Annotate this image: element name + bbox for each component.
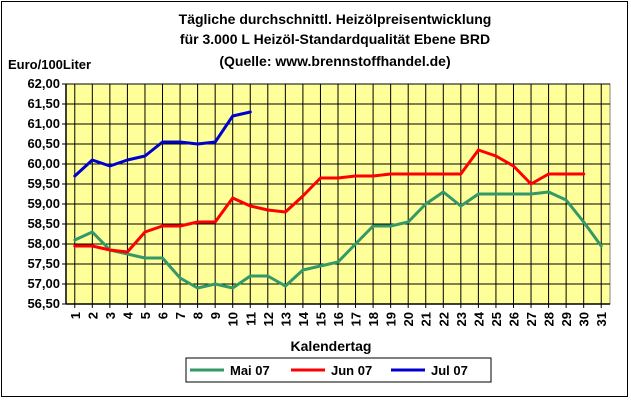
x-tick-label: 5 <box>138 312 153 319</box>
x-tick-label: 27 <box>524 312 539 326</box>
chart-title-line-3: (Quelle: www.brennstoffhandel.de) <box>219 53 450 69</box>
x-tick-label: 31 <box>594 312 609 326</box>
x-tick-label: 28 <box>542 312 557 326</box>
x-tick-label: 24 <box>471 311 486 326</box>
y-tick-label: 61,00 <box>27 116 60 131</box>
series-line-jun-07 <box>73 148 586 254</box>
x-tick-label: 9 <box>208 312 223 319</box>
y-tick-label: 57,00 <box>27 276 60 291</box>
y-tick-label: 61,50 <box>27 96 60 111</box>
x-tick-label: 18 <box>366 312 381 326</box>
y-tick-label: 59,50 <box>27 176 60 191</box>
y-tick-label: 60,50 <box>27 136 60 151</box>
series-line-mai-07 <box>73 190 603 290</box>
y-axis-label: Euro/100Liter <box>8 57 91 72</box>
legend-label-jul: Jul 07 <box>431 363 468 378</box>
x-tick-label: 4 <box>120 311 135 319</box>
series-line-jul-07 <box>73 110 252 178</box>
legend-label-mai: Mai 07 <box>230 363 270 378</box>
x-tick-label: 22 <box>436 312 451 326</box>
y-tick-label: 57,50 <box>27 256 60 271</box>
y-tick-label: 59,00 <box>27 196 60 211</box>
x-tick-label: 12 <box>261 312 276 326</box>
x-tick-label: 11 <box>243 312 258 326</box>
x-axis-label: Kalendertag <box>291 338 372 354</box>
x-tick-label: 13 <box>278 312 293 326</box>
x-tick-label: 20 <box>401 312 416 326</box>
x-tick-label: 30 <box>577 312 592 326</box>
y-tick-label: 56,50 <box>27 296 60 311</box>
x-tick-label: 8 <box>191 312 206 319</box>
x-tick-label: 15 <box>313 312 328 326</box>
chart-title-line-1: Tägliche durchschnittl. Heizölpreisentwi… <box>179 11 492 27</box>
chart-title-line-2: für 3.000 L Heizöl-Standardqualität Eben… <box>180 31 490 47</box>
x-tick-label: 25 <box>489 312 504 326</box>
x-tick-label: 3 <box>103 312 118 319</box>
x-tick-label: 6 <box>156 312 171 319</box>
x-tick-label: 10 <box>226 312 241 326</box>
x-tick-label: 2 <box>85 312 100 319</box>
legend-label-jun: Jun 07 <box>331 363 372 378</box>
x-tick-label: 19 <box>384 312 399 326</box>
y-tick-label: 58,00 <box>27 236 60 251</box>
x-tick-label: 14 <box>296 311 311 326</box>
y-tick-label: 58,50 <box>27 216 60 231</box>
legend-box <box>185 357 492 383</box>
x-tick-label: 17 <box>349 312 364 326</box>
x-tick-label: 21 <box>419 312 434 326</box>
x-tick-label: 29 <box>559 312 574 326</box>
x-tick-label: 23 <box>454 312 469 326</box>
x-tick-label: 26 <box>506 312 521 326</box>
x-tick-label: 16 <box>331 312 346 326</box>
y-tick-label: 62,00 <box>27 76 60 91</box>
x-tick-label: 7 <box>173 312 188 319</box>
y-tick-label: 60,00 <box>27 156 60 171</box>
x-tick-label: 1 <box>68 312 83 319</box>
